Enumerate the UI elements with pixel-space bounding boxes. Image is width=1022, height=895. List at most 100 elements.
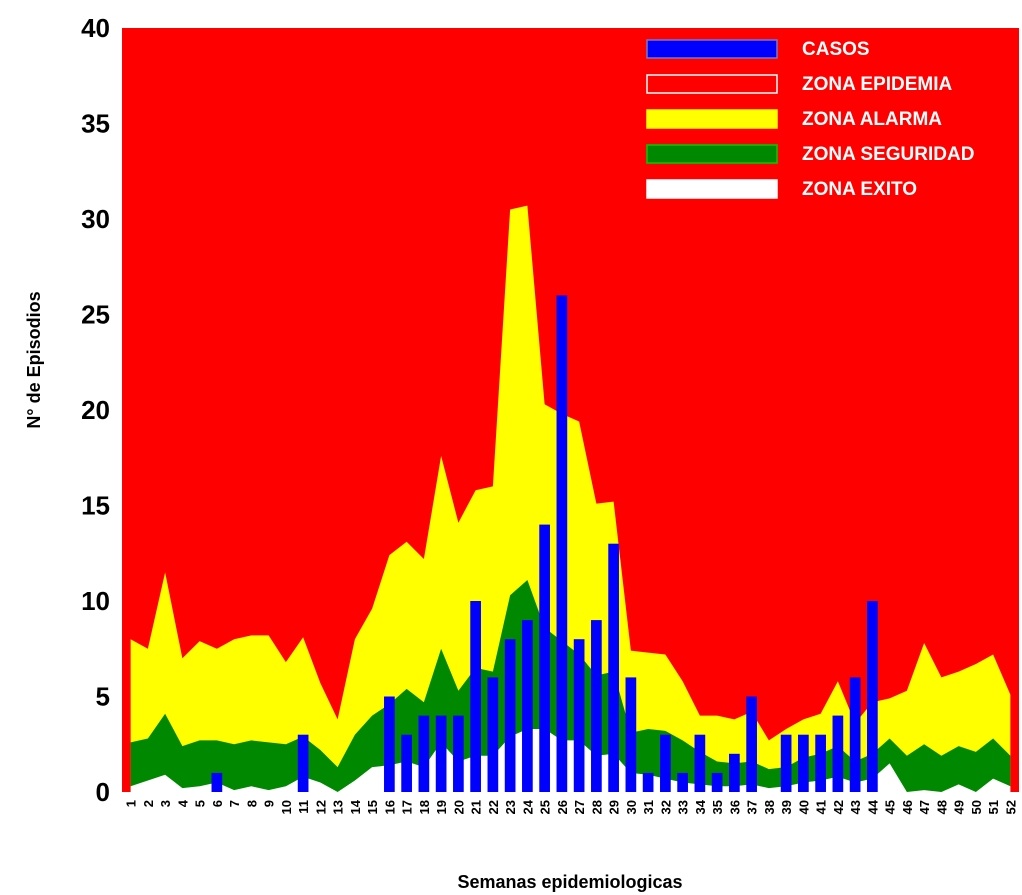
x-tick-label: 23 [503,800,518,814]
x-tick-label: 12 [313,800,328,814]
cases-bars [211,295,878,792]
x-axis-ticks: 1 2 3 4 5 6 7 8 9 10 11 12 13 14 15 16 17 18 19 20 21 22 23 24 2… [124,799,1019,814]
bar-week-36 [729,753,740,792]
x-tick-label: 30 [624,800,639,814]
bar-week-25 [539,524,550,792]
x-tick-label: 20 [451,800,466,814]
x-axis-label: Semanas epidemiologicas [457,872,682,892]
x-tick-label: 45 [883,800,898,814]
x-tick-label: 13 [331,800,346,814]
x-tick-label: 49 [952,800,967,814]
bar-week-43 [849,677,861,792]
x-tick-label: 19 [434,800,449,814]
bar-week-33 [677,772,688,792]
x-tick-label: 42 [831,800,846,814]
x-tick-label: 38 [762,800,777,814]
x-tick-label: 52 [1003,800,1018,814]
x-tick-label: 3 [158,800,173,807]
x-tick-label: 17 [400,800,415,814]
bar-week-40 [798,734,809,792]
x-tick-label: 31 [641,800,656,814]
x-tick-label: 15 [365,800,380,814]
bar-week-16 [384,696,395,792]
bar-week-29 [608,543,619,792]
legend-label: ZONA EPIDEMIA [802,74,953,95]
bar-week-44 [867,601,878,792]
x-tick-label: 41 [814,800,829,814]
x-tick-label: 39 [779,800,794,814]
bar-week-32 [660,734,671,792]
bar-week-30 [625,677,637,792]
x-tick-label: 6 [210,800,225,807]
x-tick-label: 11 [296,800,311,814]
bar-week-18 [418,715,430,792]
x-tick-label: 50 [969,800,984,814]
x-tick-label: 46 [900,800,915,814]
area-zona-alarma [130,205,1011,792]
x-tick-label: 21 [469,800,484,814]
bar-week-37 [746,696,757,792]
bar-week-28 [591,620,602,792]
x-tick-label: 51 [986,800,1001,814]
y-tick-label: 35 [81,109,110,139]
x-tick-label: 37 [745,800,760,814]
x-tick-label: 1 [124,800,139,807]
legend-label: CASOS [802,39,870,60]
x-tick-label: 26 [555,800,570,814]
bar-week-39 [780,734,792,792]
bar-week-23 [504,639,516,792]
y-axis-label: N° de Episodios [24,291,44,428]
x-tick-label: 5 [193,800,208,807]
x-tick-label: 18 [417,800,432,814]
x-tick-label: 28 [589,800,604,814]
area-zona-exito [130,728,1011,792]
x-tick-label: 43 [848,800,863,814]
x-tick-label: 35 [710,800,725,814]
legend-label: ZONA ALARMA [802,109,942,130]
bar-week-20 [453,715,464,792]
y-tick-label: 10 [81,586,110,616]
x-tick-label: 4 [175,799,190,807]
x-tick-label: 24 [520,799,535,814]
x-tick-label: 44 [865,799,880,814]
x-tick-label: 22 [486,800,501,814]
x-tick-label: 8 [244,800,259,807]
bar-week-6 [211,772,223,792]
legend-swatch [646,109,778,129]
bar-week-22 [487,677,499,792]
bar-week-42 [832,715,844,792]
bar-week-19 [435,715,447,792]
x-tick-label: 14 [348,799,363,814]
bar-week-41 [815,734,826,792]
bar-week-31 [642,772,654,792]
legend-swatch [646,144,778,164]
y-axis-ticks: 0 5 10 15 20 25 30 35 40 [81,13,110,807]
x-tick-label: 40 [796,800,811,814]
x-tick-label: 36 [727,800,742,814]
x-tick-label: 10 [279,800,294,814]
legend-swatch [646,74,778,94]
legend-swatch [646,179,778,199]
y-tick-label: 5 [96,682,110,712]
bar-week-35 [711,772,723,792]
x-tick-label: 29 [607,800,622,814]
y-tick-label: 25 [81,300,110,330]
x-tick-label: 9 [262,800,277,807]
x-tick-label: 47 [917,800,932,814]
x-tick-label: 2 [141,800,156,807]
area-zona-seguridad [130,579,1011,792]
x-tick-label: 34 [693,799,708,814]
y-tick-label: 40 [81,13,110,43]
bar-week-27 [573,639,585,792]
y-tick-label: 20 [81,395,110,425]
bar-week-34 [694,734,706,792]
y-tick-label: 30 [81,204,110,234]
legend: CASOS ZONA EPIDEMIA ZONA ALARMA ZONA SEGURI… [646,39,974,200]
bar-week-21 [470,601,481,792]
y-tick-label: 0 [96,777,110,807]
x-tick-label: 16 [382,800,397,814]
bar-week-17 [401,734,412,792]
legend-swatch [646,39,778,59]
legend-label: ZONA EXITO [802,179,917,200]
